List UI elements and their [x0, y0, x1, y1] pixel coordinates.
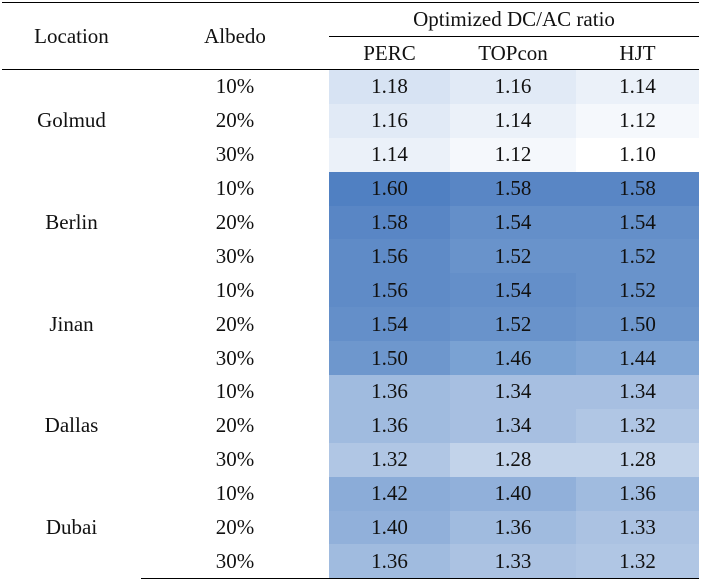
- location-cell: Berlin: [45, 210, 98, 234]
- topcon-value-cell: 1.40: [450, 476, 576, 511]
- perc-value-cell: 1.18: [329, 69, 450, 104]
- perc-value-cell: 1.50: [329, 341, 450, 376]
- albedo-cell: 30%: [141, 544, 329, 579]
- hjt-value-cell: 1.12: [576, 103, 700, 138]
- table-row: Dubai 10% 1.42 1.40 1.36: [2, 476, 700, 538]
- albedo-cell: 10%: [215, 176, 255, 201]
- albedo-cell: 30%: [215, 447, 255, 472]
- albedo-cell: 20%: [215, 413, 255, 438]
- topcon-value-cell: 1.52: [450, 239, 576, 274]
- table-row: Dallas 10% 1.36 1.34 1.34: [2, 375, 700, 436]
- hjt-value-cell: 1.52: [576, 273, 700, 308]
- header-row-top: Location Albedo Optimized DC/AC ratio: [2, 2, 700, 70]
- topcon-value-cell: 1.54: [450, 205, 576, 240]
- topcon-value-cell: 1.58: [450, 171, 576, 206]
- topcon-value-cell: 1.46: [450, 341, 576, 376]
- perc-value-cell: 1.56: [329, 239, 450, 274]
- hjt-value-cell: 1.58: [576, 171, 700, 206]
- table-row: Berlin 10% 1.60 1.58 1.58: [2, 171, 700, 232]
- table-row: Golmud 10% 1.18 1.16 1.14: [2, 69, 700, 131]
- topcon-value-cell: 1.54: [450, 273, 576, 308]
- perc-header: PERC: [329, 36, 450, 70]
- albedo-cell: 10%: [215, 481, 255, 506]
- albedo-header: Albedo: [141, 2, 329, 70]
- topcon-value-cell: 1.14: [450, 103, 576, 138]
- perc-value-cell: 1.36: [329, 408, 450, 443]
- topcon-value-cell: 1.28: [450, 442, 576, 477]
- table-row: 30% 1.50 1.46 1.44: [2, 341, 700, 376]
- topcon-value-cell: 1.34: [450, 375, 576, 409]
- hjt-value-cell: 1.14: [576, 69, 700, 104]
- hjt-value-cell: 1.54: [576, 205, 700, 240]
- perc-value-cell: 1.36: [329, 544, 450, 579]
- optimized-ratio-header: Optimized DC/AC ratio: [329, 2, 700, 37]
- albedo-cell: 20%: [215, 311, 255, 336]
- table-row: 30% 1.14 1.12 1.10: [2, 137, 700, 172]
- table-row: 20% 1.58 1.54 1.54: [2, 205, 700, 240]
- perc-value-cell: 1.58: [329, 205, 450, 240]
- albedo-cell: 10%: [215, 277, 255, 302]
- location-header: Location: [2, 2, 141, 70]
- albedo-cell: 20%: [215, 210, 255, 234]
- hjt-value-cell: 1.36: [576, 476, 700, 511]
- topcon-value-cell: 1.33: [450, 544, 576, 579]
- albedo-cell: 30%: [215, 345, 255, 370]
- hjt-value-cell: 1.44: [576, 341, 700, 376]
- topcon-value-cell: 1.36: [450, 510, 576, 545]
- table-row: 20% 1.40 1.36 1.33: [2, 510, 700, 545]
- albedo-cell: 20%: [215, 108, 255, 133]
- hjt-value-cell: 1.32: [576, 408, 700, 443]
- hjt-header: HJT: [576, 36, 700, 70]
- location-cell: Golmud: [37, 108, 106, 133]
- hjt-value-cell: 1.34: [576, 375, 700, 409]
- table-row: 30% 1.36 1.33 1.32: [2, 544, 700, 579]
- table-row: 30% 1.32 1.28 1.28: [2, 442, 700, 477]
- perc-value-cell: 1.40: [329, 510, 450, 545]
- table-row: 30% 1.56 1.52 1.52: [2, 239, 700, 274]
- perc-value-cell: 1.54: [329, 307, 450, 342]
- table-row: 20% 1.54 1.52 1.50: [2, 307, 700, 342]
- perc-value-cell: 1.36: [329, 375, 450, 409]
- topcon-value-cell: 1.16: [450, 69, 576, 104]
- perc-value-cell: 1.42: [329, 476, 450, 511]
- albedo-cell: 30%: [215, 243, 255, 268]
- albedo-cell: 20%: [215, 515, 255, 540]
- location-cell: Dallas: [44, 413, 99, 438]
- topcon-value-cell: 1.12: [450, 137, 576, 172]
- header-row-sub: PERC TOPcon HJT: [2, 36, 700, 70]
- hjt-value-cell: 1.28: [576, 442, 700, 477]
- topcon-value-cell: 1.34: [450, 408, 576, 443]
- location-cell: Dubai: [45, 515, 98, 540]
- perc-value-cell: 1.32: [329, 442, 450, 477]
- topcon-value-cell: 1.52: [450, 307, 576, 342]
- hjt-value-cell: 1.32: [576, 544, 700, 579]
- hjt-value-cell: 1.50: [576, 307, 700, 342]
- albedo-cell: 10%: [215, 74, 255, 99]
- table-row: Jinan 10% 1.56 1.54 1.52: [2, 273, 700, 334]
- hjt-value-cell: 1.33: [576, 510, 700, 545]
- hjt-value-cell: 1.10: [576, 137, 700, 172]
- table-header: Location Albedo Optimized DC/AC ratio PE…: [2, 2, 700, 70]
- table-row: 20% 1.16 1.14 1.12: [2, 103, 700, 138]
- perc-value-cell: 1.16: [329, 103, 450, 138]
- perc-value-cell: 1.14: [329, 137, 450, 172]
- topcon-header: TOPcon: [450, 36, 576, 70]
- table-row: 20% 1.36 1.34 1.32: [2, 408, 700, 443]
- table-body: Golmud 10% 1.18 1.16 1.14 20% 1.16 1.14 1.12 30% 1…: [2, 69, 700, 579]
- albedo-cell: 30%: [215, 142, 255, 167]
- perc-value-cell: 1.56: [329, 273, 450, 308]
- location-cell: Jinan: [49, 311, 94, 336]
- albedo-cell: 10%: [215, 379, 255, 404]
- perc-value-cell: 1.60: [329, 171, 450, 206]
- hjt-value-cell: 1.52: [576, 239, 700, 274]
